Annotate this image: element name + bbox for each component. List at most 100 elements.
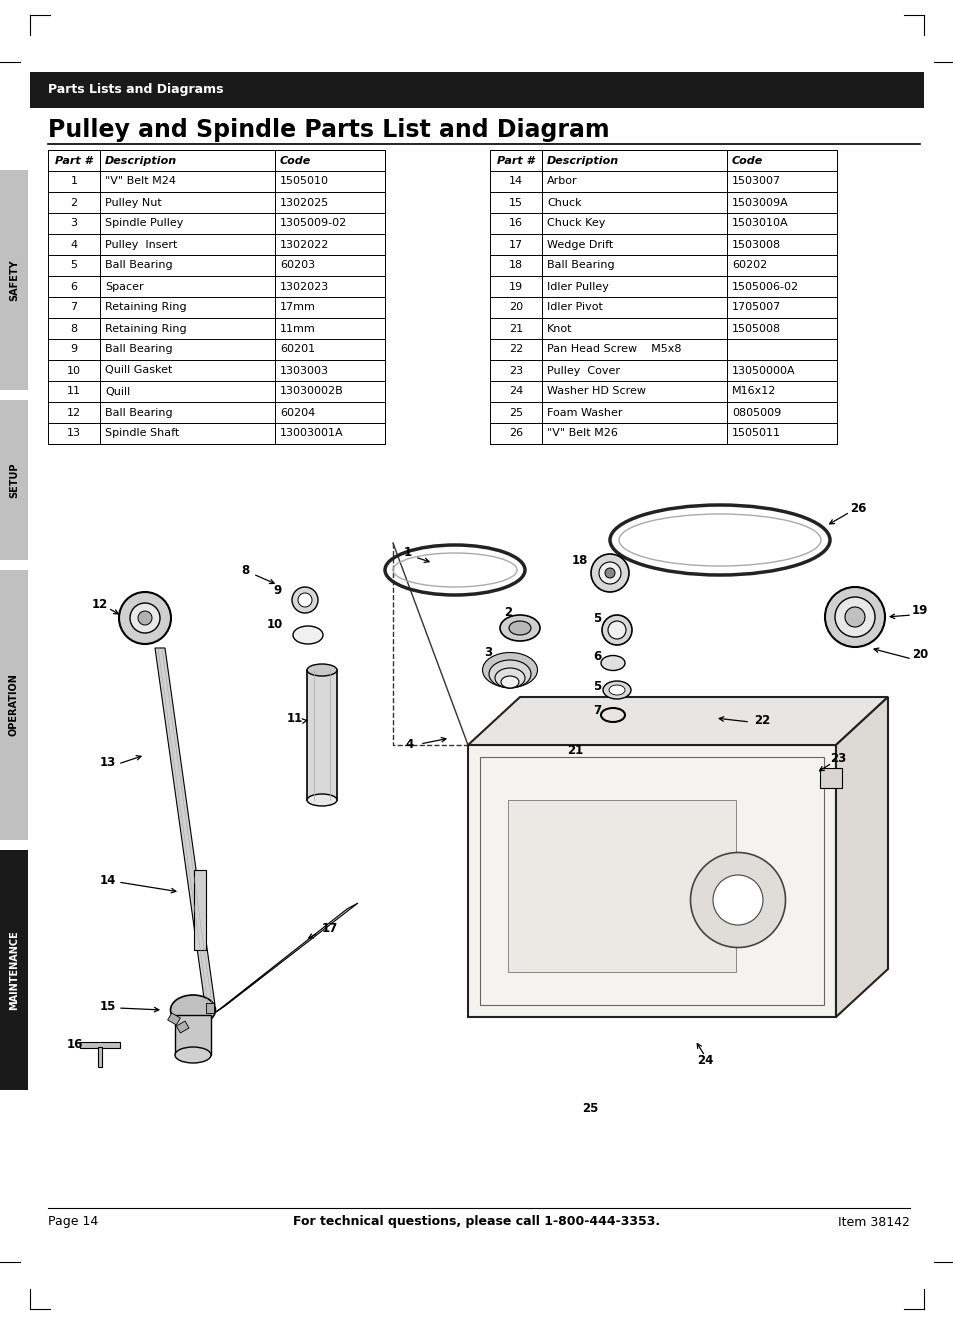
Text: Foam Washer: Foam Washer [546, 408, 622, 417]
Text: "V" Belt M26: "V" Belt M26 [546, 429, 618, 438]
Text: 1505008: 1505008 [731, 323, 781, 334]
Text: Ball Bearing: Ball Bearing [105, 344, 172, 355]
Text: 13050000A: 13050000A [731, 365, 795, 376]
Text: 12: 12 [67, 408, 81, 417]
Text: 26: 26 [849, 502, 865, 515]
Text: Ball Bearing: Ball Bearing [546, 261, 614, 270]
Text: Idler Pulley: Idler Pulley [546, 282, 608, 291]
Text: 9: 9 [71, 344, 77, 355]
Ellipse shape [500, 677, 518, 688]
Ellipse shape [607, 621, 625, 639]
Text: SAFETY: SAFETY [9, 260, 19, 301]
Text: Page 14: Page 14 [48, 1215, 98, 1229]
Bar [468, 745, 835, 1017]
Text: 11: 11 [287, 711, 303, 724]
Ellipse shape [604, 568, 615, 579]
Ellipse shape [499, 616, 539, 641]
Text: 60203: 60203 [280, 261, 314, 270]
Ellipse shape [590, 553, 628, 592]
Text: 9: 9 [274, 584, 282, 597]
Text: Idler Pivot: Idler Pivot [546, 302, 602, 312]
Ellipse shape [495, 669, 524, 688]
Text: Arbor: Arbor [546, 176, 577, 187]
Bar [48, 150, 385, 444]
Text: 25: 25 [581, 1102, 598, 1115]
Text: Description: Description [546, 155, 618, 166]
Bar [507, 800, 735, 972]
Text: 1503008: 1503008 [731, 240, 781, 249]
Text: Pulley  Cover: Pulley Cover [546, 365, 619, 376]
Text: Retaining Ring: Retaining Ring [105, 302, 187, 312]
Text: 22: 22 [753, 714, 769, 727]
Text: Retaining Ring: Retaining Ring [105, 323, 187, 334]
Text: Code: Code [280, 155, 311, 166]
Ellipse shape [171, 996, 215, 1025]
Text: 22: 22 [508, 344, 522, 355]
Text: 16: 16 [509, 218, 522, 229]
Text: 20: 20 [508, 302, 522, 312]
Polygon shape [215, 903, 357, 1012]
Ellipse shape [608, 685, 624, 695]
Text: Spacer: Spacer [105, 282, 144, 291]
Text: 60204: 60204 [280, 408, 314, 417]
Text: Washer HD Screw: Washer HD Screw [546, 387, 645, 396]
Ellipse shape [690, 853, 784, 948]
Polygon shape [835, 696, 887, 1017]
Ellipse shape [509, 621, 531, 636]
Text: 10: 10 [267, 618, 283, 632]
Text: Knot: Knot [546, 323, 572, 334]
Bar [479, 757, 823, 1005]
Ellipse shape [844, 606, 864, 628]
Text: 4: 4 [71, 240, 77, 249]
Ellipse shape [600, 655, 624, 670]
Text: Parts Lists and Diagrams: Parts Lists and Diagrams [48, 83, 223, 97]
Text: 13003001A: 13003001A [280, 429, 343, 438]
Text: 7: 7 [593, 703, 600, 716]
Text: Pulley and Spindle Parts List and Diagram: Pulley and Spindle Parts List and Diagra… [48, 118, 609, 142]
Text: Quill: Quill [105, 387, 131, 396]
Ellipse shape [174, 1047, 211, 1063]
Text: 4: 4 [405, 739, 414, 752]
Text: For technical questions, please call 1-800-444-3353.: For technical questions, please call 1-8… [294, 1215, 659, 1229]
Text: 1505006-02: 1505006-02 [731, 282, 799, 291]
Text: 1505011: 1505011 [731, 429, 781, 438]
Text: 14: 14 [508, 176, 522, 187]
Bar [206, 1004, 214, 1013]
Text: "V" Belt M24: "V" Belt M24 [105, 176, 175, 187]
Text: 1302025: 1302025 [280, 197, 329, 208]
Text: 25: 25 [508, 408, 522, 417]
Ellipse shape [297, 593, 312, 606]
Bar [820, 768, 841, 788]
Text: Part #: Part # [497, 155, 534, 166]
Bar [30, 71, 923, 109]
Text: 1503007: 1503007 [731, 176, 781, 187]
Bar [0, 850, 28, 1090]
Text: 60201: 60201 [280, 344, 314, 355]
Text: 1503009A: 1503009A [731, 197, 788, 208]
Text: 23: 23 [829, 752, 845, 764]
Text: 17mm: 17mm [280, 302, 315, 312]
Text: 13: 13 [67, 429, 81, 438]
Text: Code: Code [731, 155, 762, 166]
Text: 13030002B: 13030002B [280, 387, 343, 396]
Ellipse shape [824, 587, 884, 647]
Ellipse shape [307, 794, 336, 806]
Ellipse shape [307, 665, 336, 677]
Ellipse shape [293, 626, 323, 643]
Text: 19: 19 [911, 604, 927, 617]
Text: 3: 3 [483, 646, 492, 658]
Text: OPERATION: OPERATION [9, 674, 19, 736]
Bar [307, 670, 336, 800]
Text: Spindle Shaft: Spindle Shaft [105, 429, 179, 438]
Text: SETUP: SETUP [9, 462, 19, 498]
Text: 24: 24 [696, 1054, 713, 1067]
Text: MAINTENANCE: MAINTENANCE [9, 931, 19, 1010]
Bar [490, 150, 836, 444]
Text: 5: 5 [71, 261, 77, 270]
Bar [0, 169, 28, 391]
Bar [168, 1013, 180, 1025]
Bar [0, 571, 28, 839]
Text: 1: 1 [403, 545, 412, 559]
Ellipse shape [138, 610, 152, 625]
Text: 18: 18 [571, 555, 588, 568]
